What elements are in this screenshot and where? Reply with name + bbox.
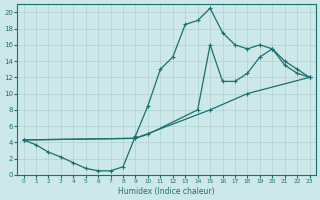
X-axis label: Humidex (Indice chaleur): Humidex (Indice chaleur) <box>118 187 215 196</box>
